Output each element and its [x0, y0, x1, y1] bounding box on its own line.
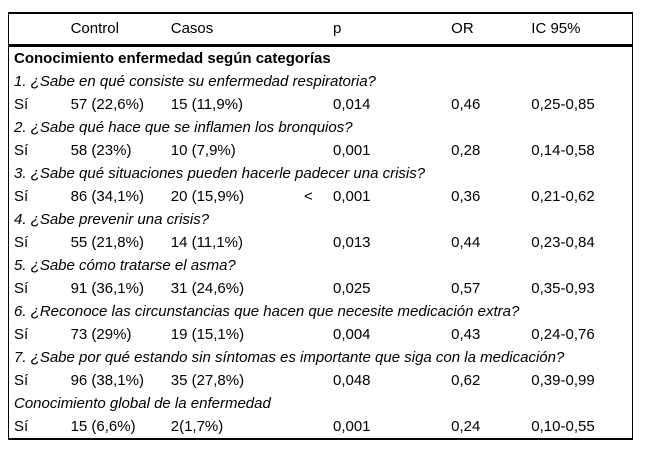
data-row-6: Sí 73 (29%) 19 (15,1%) 0,004 0,43 0,24-0…: [9, 323, 633, 346]
col-header-casos: Casos: [165, 13, 328, 47]
question-text: 1. ¿Sabe en qué consiste su enfermedad r…: [14, 73, 376, 90]
p-cell: 0,013: [332, 234, 371, 251]
row-label-cell: Sí: [14, 96, 29, 113]
data-row-global: Sí 15 (6,6%) 2(1,7%) 0,001 0,24 0,10-0,5…: [9, 415, 633, 439]
casos-cell: 10 (7,9%): [170, 142, 236, 159]
section-row: Conocimiento enfermedad según categorías: [9, 46, 633, 71]
p-cell: 0,048: [332, 372, 371, 389]
section-title: Conocimiento enfermedad según categorías: [14, 50, 331, 67]
or-cell: 0,44: [451, 234, 481, 251]
control-cell: 57 (22,6%): [70, 96, 144, 113]
data-row-5: Sí 91 (36,1%) 31 (24,6%) 0,025 0,57 0,35…: [9, 277, 633, 300]
casos-cell: 14 (11,1%): [170, 234, 243, 251]
row-label-cell: Sí: [14, 418, 29, 435]
data-row-3: Sí 86 (34,1%) 20 (15,9%) <0,001 0,36 0,2…: [9, 185, 633, 208]
col-header-empty: [8, 13, 66, 47]
question-row-7: 7. ¿Sabe por qué estando sin síntomas es…: [9, 346, 633, 369]
data-row-2: Sí 58 (23%) 10 (7,9%) 0,001 0,28 0,14-0,…: [9, 139, 633, 162]
casos-cell: 31 (24,6%): [170, 280, 245, 297]
casos-cell: 15 (11,9%): [170, 96, 243, 113]
question-text: 3. ¿Sabe qué situaciones pueden hacerle …: [14, 165, 426, 182]
p-cell: 0,001: [332, 418, 371, 435]
p-value: 0,001: [332, 188, 371, 205]
or-cell: 0,28: [451, 142, 481, 159]
row-label-cell: Sí: [14, 326, 29, 343]
ic95-cell: 0,23-0,84: [531, 234, 595, 251]
question-text: 2. ¿Sabe qué hace que se inflamen los br…: [14, 119, 353, 136]
control-cell: 86 (34,1%): [70, 188, 144, 205]
ic95-cell: 0,24-0,76: [531, 326, 595, 343]
col-header-control: Control: [65, 13, 166, 47]
col-header-ic95: IC 95%: [526, 13, 633, 47]
question-row-2: 2. ¿Sabe qué hace que se inflamen los br…: [9, 116, 633, 139]
col-header-or: OR: [446, 13, 527, 47]
control-cell: 73 (29%): [70, 326, 132, 343]
p-cell: <0,001: [304, 185, 446, 208]
casos-cell: 19 (15,1%): [170, 326, 245, 343]
row-label-cell: Sí: [14, 234, 29, 251]
question-row-1: 1. ¿Sabe en qué consiste su enfermedad r…: [9, 70, 633, 93]
control-cell: 15 (6,6%): [70, 418, 136, 435]
p-cell: 0,025: [332, 280, 371, 297]
row-label-cell: Sí: [14, 142, 29, 159]
row-label-cell: Sí: [14, 280, 29, 297]
casos-cell: 2(1,7%): [170, 418, 224, 435]
ic95-cell: 0,14-0,58: [531, 142, 595, 159]
row-label-cell: Sí: [14, 188, 29, 205]
data-row-7: Sí 96 (38,1%) 35 (27,8%) 0,048 0,62 0,39…: [9, 369, 633, 392]
casos-cell: 35 (27,8%): [170, 372, 245, 389]
data-row-1: Sí 57 (22,6%) 15 (11,9%) 0,014 0,46 0,25…: [9, 93, 633, 116]
ic95-cell: 0,39-0,99: [531, 372, 595, 389]
p-cell: 0,004: [332, 326, 371, 343]
ic95-cell: 0,35-0,93: [531, 280, 595, 297]
question-row-5: 5. ¿Sabe cómo tratarse el asma?: [9, 254, 633, 277]
question-text: Conocimiento global de la enfermedad: [14, 395, 271, 412]
control-cell: 55 (21,8%): [70, 234, 144, 251]
data-row-4: Sí 55 (21,8%) 14 (11,1%) 0,013 0,44 0,23…: [9, 231, 633, 254]
question-text: 6. ¿Reconoce las circunstancias que hace…: [14, 303, 520, 320]
ic95-cell: 0,10-0,55: [531, 418, 595, 435]
control-cell: 96 (38,1%): [70, 372, 144, 389]
or-cell: 0,36: [451, 188, 481, 205]
header-row: Control Casos p OR IC 95%: [8, 13, 633, 47]
stats-table: Control Casos p OR IC 95% Conocimiento e…: [8, 12, 633, 440]
or-cell: 0,43: [451, 326, 481, 343]
question-text: 4. ¿Sabe prevenir una crisis?: [14, 211, 210, 228]
or-cell: 0,57: [451, 280, 481, 297]
question-row-3: 3. ¿Sabe qué situaciones pueden hacerle …: [9, 162, 633, 185]
ic95-cell: 0,25-0,85: [531, 96, 595, 113]
question-text: 5. ¿Sabe cómo tratarse el asma?: [14, 257, 236, 274]
p-cell: 0,001: [332, 142, 371, 159]
or-cell: 0,24: [451, 418, 481, 435]
col-header-p: p: [327, 13, 447, 47]
p-cell: 0,014: [332, 96, 371, 113]
ic95-cell: 0,21-0,62: [531, 188, 595, 205]
question-text: 7. ¿Sabe por qué estando sin síntomas es…: [14, 349, 565, 366]
question-row-4: 4. ¿Sabe prevenir una crisis?: [9, 208, 633, 231]
less-than-sign: <: [303, 188, 313, 205]
row-label-cell: Sí: [14, 372, 29, 389]
control-cell: 91 (36,1%): [70, 280, 144, 297]
casos-cell: 20 (15,9%): [170, 188, 245, 205]
or-cell: 0,46: [451, 96, 481, 113]
control-cell: 58 (23%): [70, 142, 132, 159]
question-row-6: 6. ¿Reconoce las circunstancias que hace…: [9, 300, 633, 323]
question-row-global: Conocimiento global de la enfermedad: [9, 392, 633, 415]
or-cell: 0,62: [451, 372, 481, 389]
